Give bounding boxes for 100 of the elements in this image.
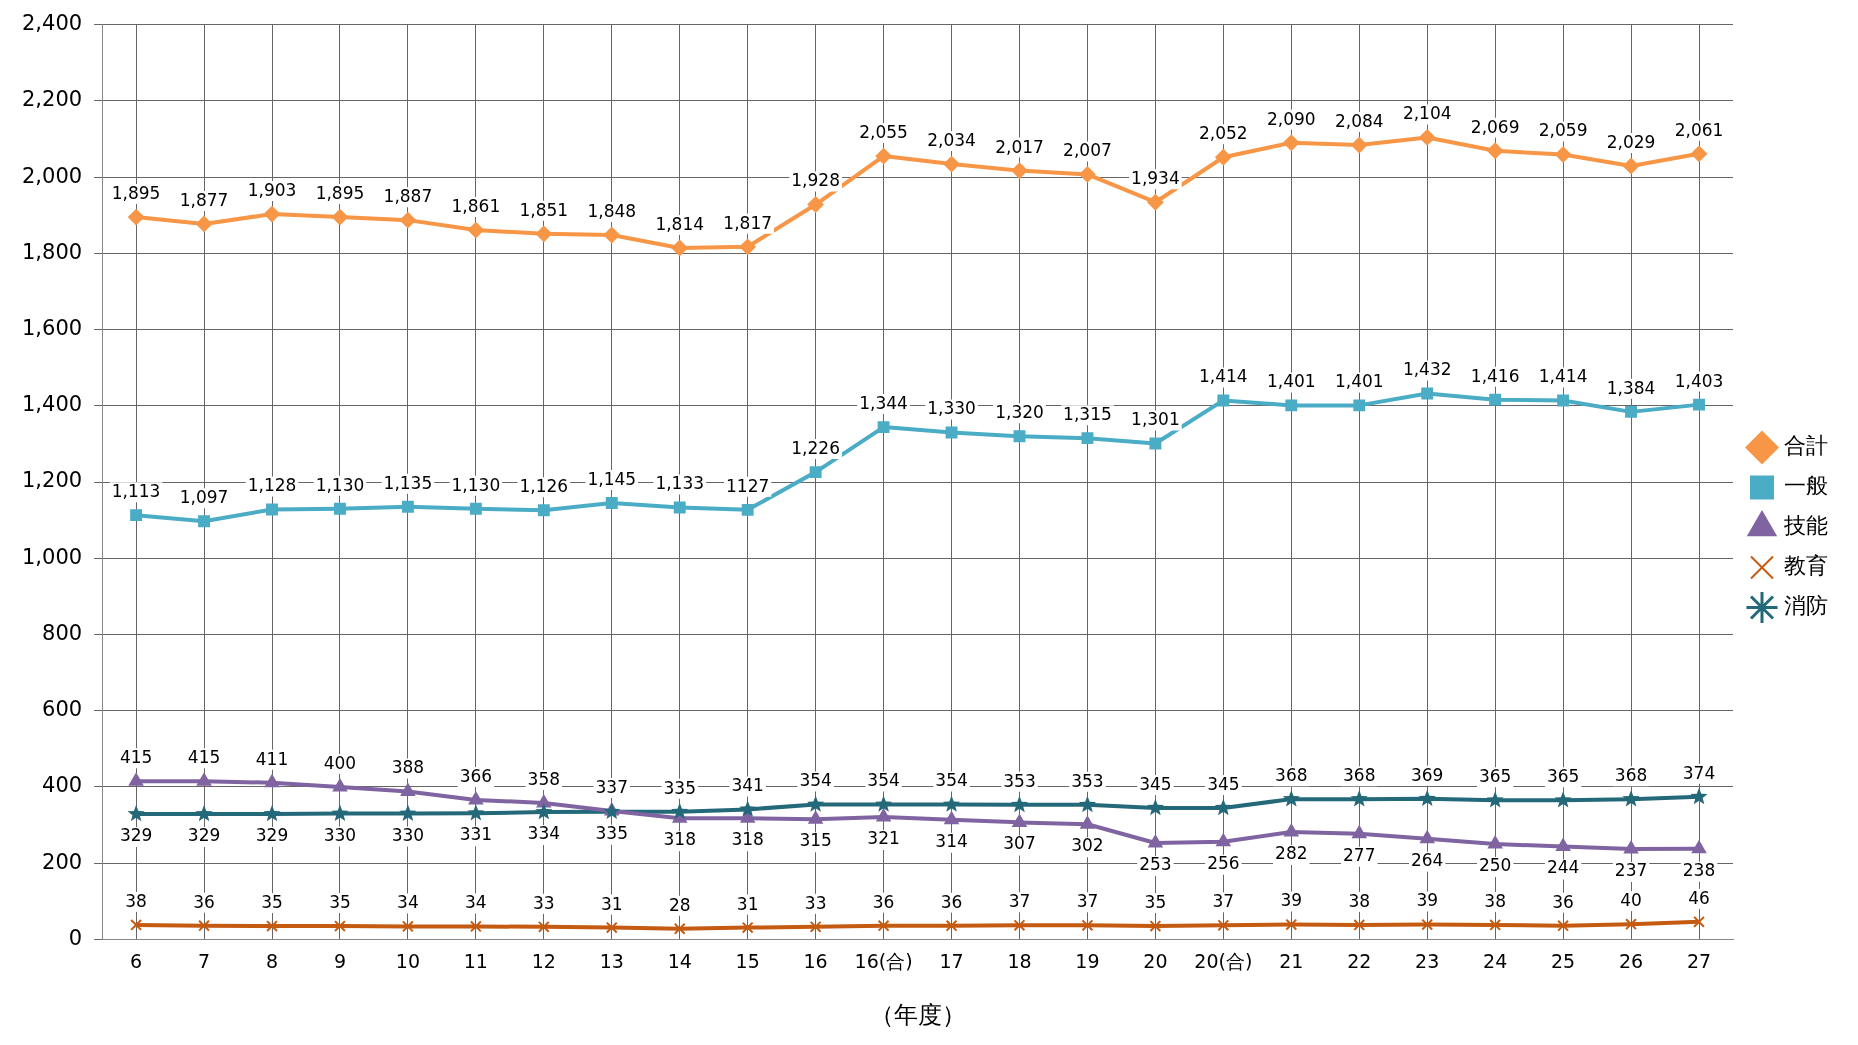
legend-label: 教育 xyxy=(1784,553,1828,579)
data-label: 1,344 xyxy=(859,393,908,414)
data-label: 2,007 xyxy=(1063,140,1112,161)
data-label: 1,384 xyxy=(1606,377,1656,398)
data-label: 35 xyxy=(329,891,351,912)
data-label: 1,817 xyxy=(723,212,773,233)
y-tick-label: 1,600 xyxy=(21,315,83,340)
y-tick-label: 2,200 xyxy=(21,87,83,112)
data-label: 345 xyxy=(1139,773,1172,794)
data-label: 330 xyxy=(323,824,357,845)
y-tick-label: 1,400 xyxy=(21,392,83,417)
y-tick-label: 2,000 xyxy=(21,163,83,188)
data-label: 31 xyxy=(736,893,759,914)
data-label: 1,145 xyxy=(587,468,637,489)
data-label: 353 xyxy=(1003,770,1036,791)
data-label: 334 xyxy=(527,823,561,844)
x-tick-label: 24 xyxy=(1483,949,1508,972)
data-label: 1,301 xyxy=(1131,409,1180,430)
data-label: 1,320 xyxy=(995,402,1044,423)
x-tick-label: 17 xyxy=(939,949,964,972)
y-tick-label: 0 xyxy=(68,925,83,950)
data-label: 1,135 xyxy=(383,472,433,493)
data-label: 1,315 xyxy=(1063,404,1112,425)
data-label: 1,414 xyxy=(1538,366,1588,387)
data-label: 307 xyxy=(1003,833,1036,854)
x-tick-label: 26 xyxy=(1618,949,1644,972)
data-label: 318 xyxy=(731,829,764,850)
data-label: 2,052 xyxy=(1199,123,1248,144)
data-label: 35 xyxy=(1144,891,1167,912)
data-label: 1,861 xyxy=(451,195,501,216)
data-label: 33 xyxy=(804,892,827,913)
x-tick-label: 7 xyxy=(198,949,211,972)
data-label: 1,130 xyxy=(315,474,365,495)
data-label: 1,416 xyxy=(1470,365,1520,386)
data-label: 341 xyxy=(731,775,764,796)
data-label: 1,851 xyxy=(519,199,569,220)
data-label: 1,128 xyxy=(247,475,297,496)
x-tick-label: 20(合) xyxy=(1194,949,1253,972)
data-label: 1,401 xyxy=(1266,371,1316,392)
data-label: 238 xyxy=(1682,859,1716,880)
data-label: 1,432 xyxy=(1402,359,1452,380)
y-tick-label: 800 xyxy=(42,620,83,645)
x-tick-label: 27 xyxy=(1686,949,1712,972)
data-label: 2,029 xyxy=(1606,131,1656,152)
data-label: 264 xyxy=(1410,849,1444,870)
data-label: 46 xyxy=(1688,887,1710,908)
data-label: 28 xyxy=(668,894,691,915)
legend-label: 技能 xyxy=(1783,513,1828,539)
data-label: 1,903 xyxy=(247,179,297,200)
data-label: 1,848 xyxy=(587,200,637,221)
data-label: 1,130 xyxy=(451,474,501,495)
x-tick-label: 23 xyxy=(1415,949,1440,972)
x-tick-label: 25 xyxy=(1551,949,1576,972)
x-tick-label: 13 xyxy=(599,949,624,972)
data-label: 411 xyxy=(255,748,289,769)
data-label: 237 xyxy=(1614,859,1648,880)
data-label: 345 xyxy=(1207,773,1240,794)
data-label: 369 xyxy=(1410,764,1444,785)
data-label: 1,928 xyxy=(791,170,840,191)
data-label: 354 xyxy=(867,770,900,791)
data-label: 250 xyxy=(1478,855,1512,876)
data-label: 38 xyxy=(125,890,147,911)
data-label: 329 xyxy=(255,824,289,845)
data-label: 1,403 xyxy=(1674,370,1724,391)
data-label: 368 xyxy=(1275,765,1308,786)
data-label: 1,877 xyxy=(179,189,229,210)
data-label: 366 xyxy=(459,765,493,786)
data-label: 31 xyxy=(600,893,623,914)
x-tick-label: 6 xyxy=(130,949,143,972)
data-label: 368 xyxy=(1343,765,1376,786)
legend-label: 一般 xyxy=(1784,473,1828,499)
data-label: 365 xyxy=(1546,766,1580,787)
data-label: 36 xyxy=(193,891,215,912)
y-tick-label: 2,400 xyxy=(21,11,83,36)
data-label: 318 xyxy=(663,829,696,850)
x-tick-label: 9 xyxy=(333,949,346,972)
data-label: 36 xyxy=(940,891,963,912)
y-tick-label: 200 xyxy=(42,849,83,874)
data-label: 34 xyxy=(397,892,419,913)
legend-label: 合計 xyxy=(1784,433,1828,459)
y-tick-label: 1,800 xyxy=(21,239,83,264)
data-label: 2,017 xyxy=(995,136,1044,157)
data-label: 2,059 xyxy=(1538,120,1588,141)
data-label: 354 xyxy=(935,770,968,791)
data-label: 37 xyxy=(1076,891,1099,912)
data-label: 314 xyxy=(935,830,968,851)
data-label: 374 xyxy=(1682,762,1716,783)
data-label: 1,226 xyxy=(791,438,840,459)
data-label: 2,055 xyxy=(859,122,908,143)
data-label: 415 xyxy=(119,747,153,768)
data-label: 400 xyxy=(323,752,357,773)
x-tick-label: 18 xyxy=(1007,949,1032,972)
data-label: 39 xyxy=(1416,890,1439,911)
data-label: 2,090 xyxy=(1266,108,1316,129)
x-tick-label: 21 xyxy=(1279,949,1304,972)
data-label: 353 xyxy=(1071,770,1104,791)
data-label: 315 xyxy=(799,830,832,851)
data-label: 36 xyxy=(1552,891,1574,912)
data-label: 1127 xyxy=(726,475,770,496)
y-tick-label: 1,000 xyxy=(21,544,83,569)
